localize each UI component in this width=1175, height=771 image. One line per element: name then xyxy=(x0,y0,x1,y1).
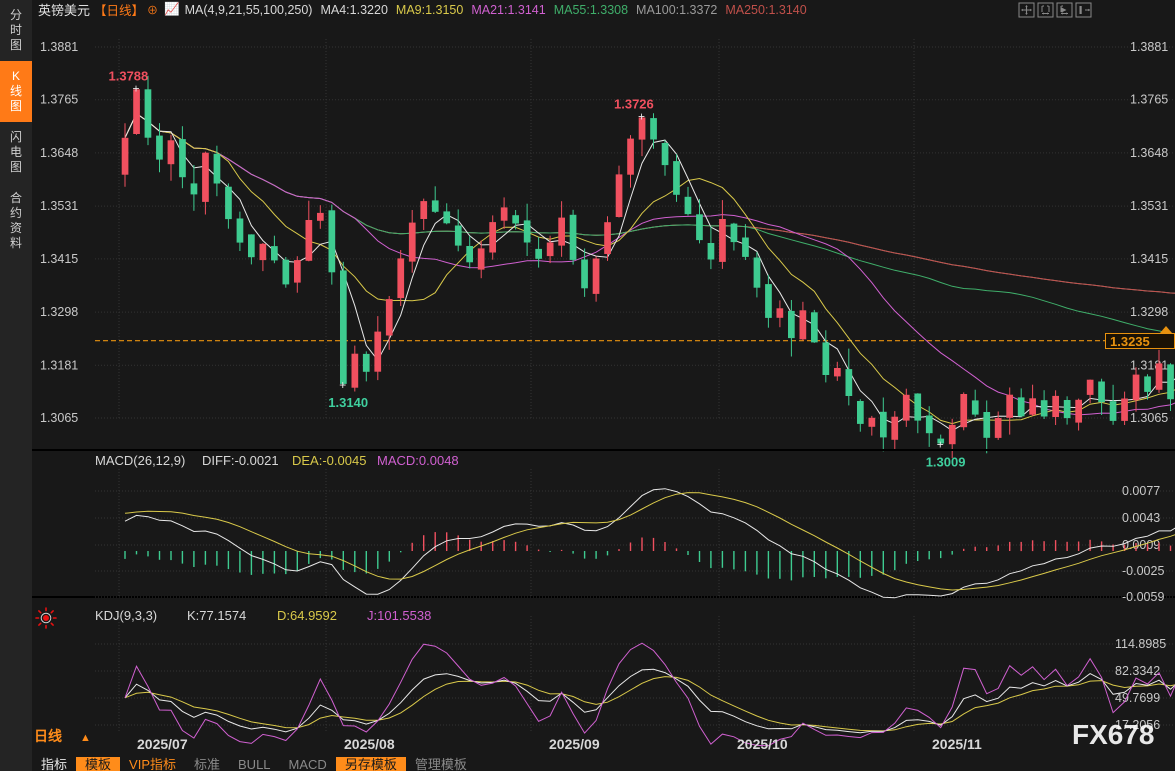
svg-text:KDJ(9,3,3): KDJ(9,3,3) xyxy=(95,608,157,623)
svg-text:+: + xyxy=(133,81,140,95)
svg-text:1.3648: 1.3648 xyxy=(40,146,78,160)
svg-text:2025/10: 2025/10 xyxy=(737,736,788,752)
svg-text:MACD:0.0048: MACD:0.0048 xyxy=(377,453,459,468)
svg-text:0.0043: 0.0043 xyxy=(1122,511,1160,525)
svg-text:1.3298: 1.3298 xyxy=(40,305,78,319)
svg-text:▲: ▲ xyxy=(80,732,91,744)
svg-text:1.3065: 1.3065 xyxy=(1130,411,1168,425)
svg-text:FX678: FX678 xyxy=(1072,719,1155,750)
svg-text:2025/08: 2025/08 xyxy=(344,736,395,752)
svg-text:1.3531: 1.3531 xyxy=(40,199,78,213)
svg-text:2025/11: 2025/11 xyxy=(932,736,982,752)
svg-text:1.3298: 1.3298 xyxy=(1130,305,1168,319)
svg-text:1.3765: 1.3765 xyxy=(1130,93,1168,107)
svg-text:114.8985: 114.8985 xyxy=(1115,637,1166,651)
svg-text:K:77.1574: K:77.1574 xyxy=(187,608,246,623)
svg-text:1.3065: 1.3065 xyxy=(40,411,78,425)
svg-text:MACD(26,12,9): MACD(26,12,9) xyxy=(95,453,185,468)
svg-text:1.3788: 1.3788 xyxy=(109,68,149,83)
svg-text:DIFF:-0.0021: DIFF:-0.0021 xyxy=(202,453,279,468)
svg-text:-0.0025: -0.0025 xyxy=(1122,564,1164,578)
svg-text:1.3726: 1.3726 xyxy=(614,97,654,112)
svg-text:1.3881: 1.3881 xyxy=(1130,40,1168,54)
svg-text:1.3881: 1.3881 xyxy=(40,40,78,54)
svg-text:+: + xyxy=(339,378,346,392)
svg-text:DEA:-0.0045: DEA:-0.0045 xyxy=(292,453,366,468)
svg-text:1.3648: 1.3648 xyxy=(1130,146,1168,160)
svg-text:2025/09: 2025/09 xyxy=(549,736,600,752)
svg-text:日线: 日线 xyxy=(34,728,62,744)
svg-text:0.0077: 0.0077 xyxy=(1122,484,1160,498)
svg-text:2025/07: 2025/07 xyxy=(137,736,188,752)
svg-text:-0.0059: -0.0059 xyxy=(1122,590,1164,604)
svg-text:1.3415: 1.3415 xyxy=(1130,252,1168,266)
svg-text:1.3140: 1.3140 xyxy=(328,395,368,410)
svg-text:D:64.9592: D:64.9592 xyxy=(277,608,337,623)
svg-text:1.3009: 1.3009 xyxy=(926,454,966,469)
svg-text:J:101.5538: J:101.5538 xyxy=(367,608,431,623)
svg-text:1.3531: 1.3531 xyxy=(1130,199,1168,213)
svg-text:1.3765: 1.3765 xyxy=(40,93,78,107)
svg-text:+: + xyxy=(638,110,645,124)
svg-text:1.3415: 1.3415 xyxy=(40,252,78,266)
svg-text:82.3342: 82.3342 xyxy=(1115,664,1160,678)
svg-text:1.3181: 1.3181 xyxy=(40,358,78,372)
